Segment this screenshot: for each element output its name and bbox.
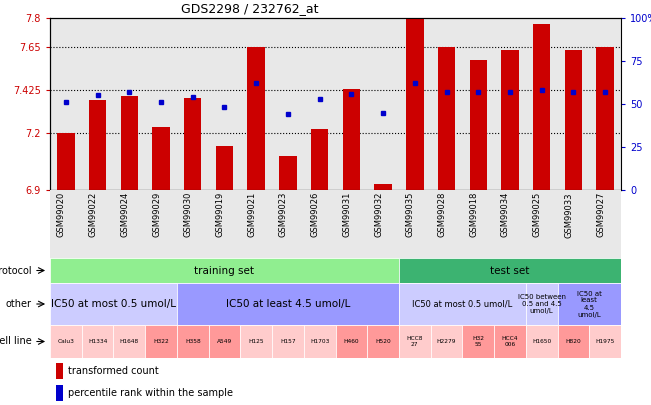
Bar <box>113 325 145 358</box>
Text: H157: H157 <box>280 339 296 344</box>
Bar <box>82 325 113 358</box>
Text: H125: H125 <box>249 339 264 344</box>
Bar <box>533 24 550 190</box>
Text: Calu3: Calu3 <box>57 339 74 344</box>
Text: IC50 at most 0.5 umol/L: IC50 at most 0.5 umol/L <box>412 300 512 309</box>
Text: A549: A549 <box>217 339 232 344</box>
Text: GSM99032: GSM99032 <box>374 192 383 237</box>
Bar <box>272 325 304 358</box>
Text: GDS2298 / 232762_at: GDS2298 / 232762_at <box>181 2 318 15</box>
Bar <box>56 363 63 379</box>
Text: H1648: H1648 <box>120 339 139 344</box>
Text: GSM99022: GSM99022 <box>89 192 98 237</box>
Text: GSM99024: GSM99024 <box>120 192 130 237</box>
Bar <box>57 133 75 190</box>
Text: IC50 at most 0.5 umol/L: IC50 at most 0.5 umol/L <box>51 299 176 309</box>
Bar <box>399 325 431 358</box>
Bar <box>589 325 621 358</box>
Text: H1975: H1975 <box>596 339 615 344</box>
Bar <box>279 156 297 190</box>
Bar <box>335 325 367 358</box>
Bar <box>596 47 614 190</box>
Text: H32
55: H32 55 <box>472 336 484 347</box>
Text: IC50 at
least
4.5
umol/L: IC50 at least 4.5 umol/L <box>577 290 602 318</box>
Bar <box>50 283 177 325</box>
Text: HCC4
006: HCC4 006 <box>502 336 518 347</box>
Text: GSM99026: GSM99026 <box>311 192 320 237</box>
Bar <box>557 325 589 358</box>
Bar <box>564 51 582 190</box>
Text: protocol: protocol <box>0 266 32 275</box>
Bar <box>50 325 82 358</box>
Text: GSM99031: GSM99031 <box>342 192 352 237</box>
Text: GSM99035: GSM99035 <box>406 192 415 237</box>
Bar <box>342 89 360 190</box>
Text: training set: training set <box>195 266 255 275</box>
Bar <box>374 184 392 190</box>
Text: H358: H358 <box>185 339 201 344</box>
Bar <box>215 146 233 190</box>
Bar <box>311 129 328 190</box>
Bar <box>406 18 424 190</box>
Bar <box>399 283 526 325</box>
Bar <box>494 325 526 358</box>
Text: GSM99029: GSM99029 <box>152 192 161 237</box>
Text: test set: test set <box>490 266 530 275</box>
Bar <box>304 325 335 358</box>
Text: H460: H460 <box>344 339 359 344</box>
Text: GSM99025: GSM99025 <box>533 192 542 237</box>
Bar <box>184 98 201 190</box>
Bar <box>56 385 63 401</box>
Text: H820: H820 <box>566 339 581 344</box>
Bar <box>526 283 557 325</box>
Bar <box>208 325 240 358</box>
Text: GSM99027: GSM99027 <box>596 192 605 237</box>
Text: transformed count: transformed count <box>68 366 158 376</box>
Bar <box>152 127 170 190</box>
Bar <box>399 258 621 283</box>
Bar <box>501 51 519 190</box>
Text: GSM99030: GSM99030 <box>184 192 193 237</box>
Bar <box>438 47 455 190</box>
Bar <box>89 100 106 190</box>
Text: IC50 at least 4.5 umol/L: IC50 at least 4.5 umol/L <box>226 299 350 309</box>
Bar <box>431 325 462 358</box>
Text: other: other <box>6 299 32 309</box>
Bar <box>557 283 621 325</box>
Bar <box>177 325 208 358</box>
Text: H1703: H1703 <box>310 339 329 344</box>
Text: GSM99021: GSM99021 <box>247 192 256 237</box>
Bar <box>469 60 487 190</box>
Text: HCC8
27: HCC8 27 <box>407 336 423 347</box>
Bar <box>526 325 557 358</box>
Text: GSM99019: GSM99019 <box>215 192 225 237</box>
Text: GSM99023: GSM99023 <box>279 192 288 237</box>
Text: H322: H322 <box>153 339 169 344</box>
Text: IC50 between
0.5 and 4.5
umol/L: IC50 between 0.5 and 4.5 umol/L <box>518 294 566 314</box>
Bar <box>462 325 494 358</box>
Text: GSM99020: GSM99020 <box>57 192 66 237</box>
Text: cell line: cell line <box>0 337 32 347</box>
Text: H520: H520 <box>375 339 391 344</box>
Bar <box>367 325 399 358</box>
Bar <box>50 258 399 283</box>
Bar <box>247 47 265 190</box>
Text: GSM99028: GSM99028 <box>437 192 447 237</box>
Text: GSM99018: GSM99018 <box>469 192 478 237</box>
Bar <box>120 96 138 190</box>
Bar <box>145 325 177 358</box>
Bar <box>177 283 399 325</box>
Text: GSM99033: GSM99033 <box>564 192 574 238</box>
Text: H1334: H1334 <box>88 339 107 344</box>
Text: GSM99034: GSM99034 <box>501 192 510 237</box>
Bar <box>240 325 272 358</box>
Text: H1650: H1650 <box>532 339 551 344</box>
Text: percentile rank within the sample: percentile rank within the sample <box>68 388 232 398</box>
Text: H2279: H2279 <box>437 339 456 344</box>
